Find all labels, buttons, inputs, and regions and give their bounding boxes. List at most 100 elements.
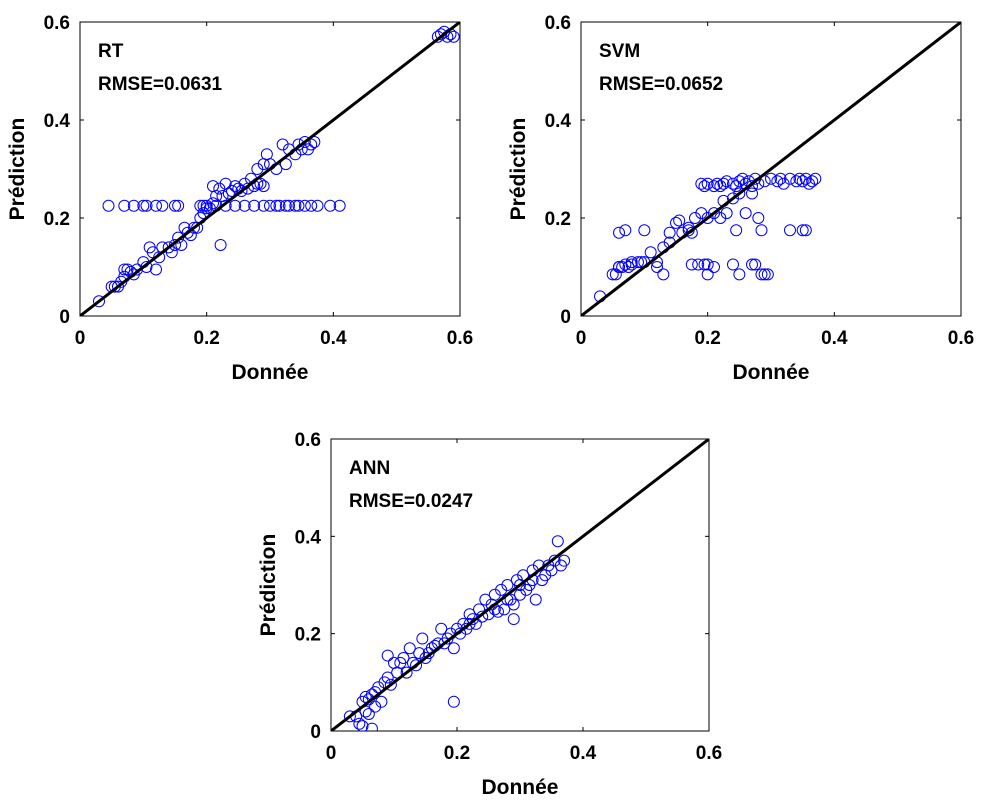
data-point — [137, 199, 150, 212]
y-tick-label: 0.6 — [545, 13, 571, 34]
x-tick-label: 0.2 — [444, 743, 470, 764]
data-point — [765, 172, 777, 185]
data-point — [491, 605, 504, 618]
data-point — [613, 226, 625, 239]
x-tick-label: 0.4 — [821, 328, 848, 349]
data-point — [333, 199, 346, 212]
data-point — [213, 182, 226, 195]
data-point — [289, 199, 302, 212]
data-point — [796, 224, 809, 237]
data-point — [270, 199, 283, 212]
data-point — [784, 224, 796, 237]
data-point — [150, 199, 162, 212]
data-point — [362, 707, 375, 720]
data-point — [507, 613, 520, 626]
data-point — [276, 138, 289, 151]
data-point — [353, 717, 366, 730]
data-point — [711, 177, 724, 190]
data-point — [733, 268, 746, 281]
data-point — [777, 177, 790, 190]
rmse-annotation: RMSE=0.0652 — [599, 74, 723, 95]
chart-panel-ann: 0 0.2 0.4 0.6 0 0.2 0.4 0.6 Donnée Prédiction ANN R… — [257, 430, 722, 799]
data-point — [749, 258, 762, 271]
data-point — [670, 216, 682, 229]
x-tick-label: 0.6 — [447, 328, 473, 349]
data-point — [381, 671, 394, 684]
data-point — [375, 695, 388, 708]
data-point — [381, 649, 394, 662]
y-axis-label: Prédiction — [507, 118, 530, 221]
data-point — [447, 642, 460, 655]
data-point — [403, 642, 416, 655]
data-point — [720, 175, 733, 188]
x-tick-label: 0.2 — [193, 328, 219, 349]
y-tick-label: 0 — [560, 307, 571, 328]
data-point — [796, 175, 809, 188]
data-point — [343, 710, 356, 723]
data-point — [695, 207, 708, 220]
x-axis-label: Donnée — [732, 361, 809, 384]
data-point — [752, 212, 765, 224]
data-point — [739, 207, 752, 220]
y-tick-label: 0.2 — [44, 209, 70, 230]
data-point — [514, 579, 526, 591]
data-point — [755, 268, 768, 281]
data-point — [369, 700, 382, 713]
data-point — [507, 598, 520, 611]
data-point — [102, 199, 115, 212]
data-point — [229, 199, 242, 212]
data-point — [127, 199, 140, 212]
data-point — [714, 180, 727, 193]
data-point — [657, 268, 670, 281]
data-point — [755, 224, 768, 237]
data-point — [625, 258, 638, 271]
data-point — [625, 256, 638, 269]
data-point — [400, 666, 413, 679]
data-point — [298, 136, 311, 149]
data-point — [207, 197, 219, 210]
data-point — [746, 258, 758, 271]
data-point — [413, 647, 426, 660]
data-point — [410, 659, 423, 672]
data-point — [121, 263, 134, 276]
data-point — [235, 185, 248, 198]
data-point — [717, 177, 730, 190]
data-point — [613, 261, 625, 273]
data-point — [397, 652, 410, 664]
y-tick-label: 0 — [59, 307, 70, 328]
data-point — [689, 212, 701, 224]
data-point — [673, 214, 686, 227]
x-tick-label: 0.4 — [570, 743, 597, 764]
data-point — [784, 172, 796, 185]
data-point — [733, 187, 746, 200]
y-axis-label: Prédiction — [257, 534, 280, 637]
data-point — [194, 199, 207, 212]
data-point — [727, 177, 739, 190]
data-point — [229, 180, 242, 193]
data-point — [273, 199, 286, 212]
data-point — [172, 199, 185, 212]
data-point — [727, 192, 739, 205]
data-point — [761, 268, 774, 281]
panel-title: RT — [98, 41, 124, 62]
y-tick-label: 0.4 — [295, 527, 322, 548]
data-point — [701, 212, 714, 224]
x-tick-label: 0 — [576, 328, 587, 349]
data-point — [793, 172, 806, 185]
panel-title: ANN — [349, 458, 390, 479]
data-point — [200, 199, 213, 212]
y-tick-label: 0.2 — [545, 209, 571, 230]
data-point — [609, 268, 622, 281]
data-point — [708, 180, 720, 193]
data-point — [365, 722, 378, 731]
data-point — [283, 199, 295, 212]
data-point — [803, 177, 815, 190]
data-point — [93, 295, 105, 308]
data-point — [501, 579, 514, 591]
x-tick-label: 0.6 — [696, 743, 722, 764]
data-point — [298, 199, 311, 212]
data-marks — [331, 439, 709, 731]
data-point — [140, 199, 153, 212]
